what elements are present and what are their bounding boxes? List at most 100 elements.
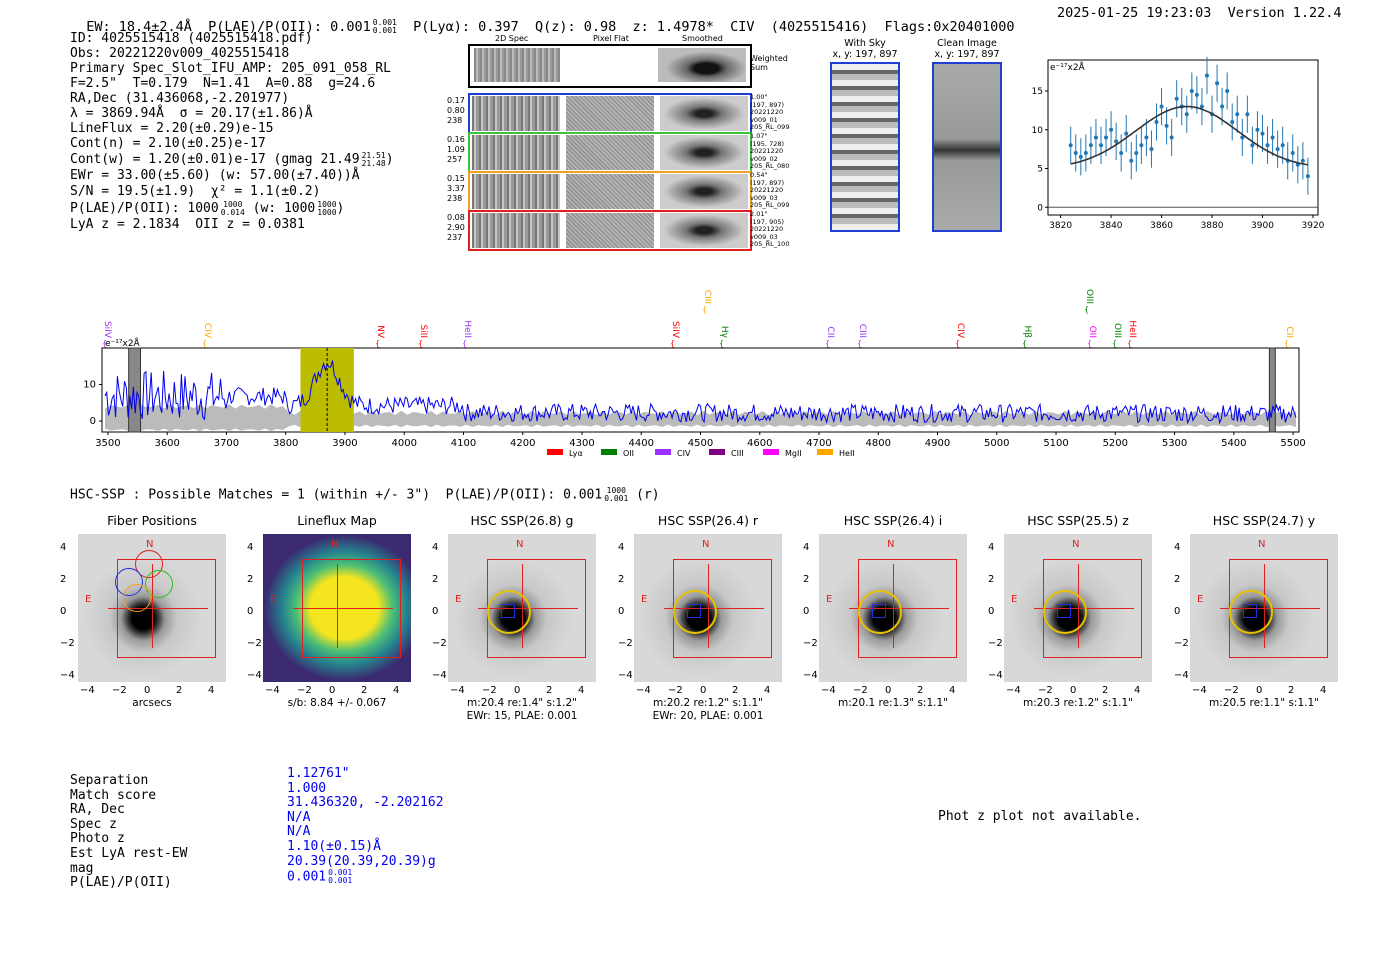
cutout-row-left-value: 0.17 bbox=[447, 96, 465, 105]
match-value: 20.39(20.39,20.39)g bbox=[287, 853, 436, 869]
hsc-ytick-label: −2 bbox=[432, 638, 447, 649]
cutout-row-right-labels: 1.00" (197, 897) 20221220 v009_01 205_RL_099 bbox=[750, 93, 789, 132]
cutout-row-right-value: 20221220 bbox=[750, 108, 784, 116]
cutout-row-right-value: v009_02 bbox=[750, 154, 778, 163]
spectral-line-label: SiIV bbox=[102, 321, 112, 339]
spectral-line-bracket: { bbox=[955, 339, 960, 348]
fit-axes: 3820 3840 3860 3880 3900 3920 0 5 10 15 bbox=[1032, 87, 1325, 231]
spectral-line-bracket: { bbox=[375, 339, 380, 348]
weighted-sum-cutout bbox=[468, 44, 752, 88]
spectrum-xtick-label: 4100 bbox=[451, 438, 476, 449]
info-plae-text: P(LAE)/P(OII): 1000 bbox=[70, 201, 219, 216]
fit-data-point bbox=[1139, 143, 1144, 148]
fit-data-point bbox=[1305, 174, 1310, 179]
cutout-row-left-value: 1.09 bbox=[447, 145, 465, 154]
hsc-xtick-label: −4 bbox=[450, 685, 465, 696]
fit-ytick-label: 5 bbox=[1037, 165, 1043, 175]
hsc-xtick-label: 0 bbox=[1070, 685, 1077, 696]
compass-n: N bbox=[1258, 539, 1266, 550]
cutout-row-right-labels: 0.54" (197, 897) 20221220 v009_03 205_RL_099 bbox=[750, 171, 789, 210]
fit-data-point bbox=[1225, 89, 1230, 93]
header-rest: P(Lyα): 0.397 Q(z): 0.98 z: 1.4978* CIV … bbox=[396, 19, 1015, 35]
fit-data-point bbox=[1169, 135, 1174, 140]
spectrum-xtick-label: 3800 bbox=[273, 438, 298, 449]
fit-data-point bbox=[1260, 131, 1265, 136]
hsc-xtick-label: −4 bbox=[1192, 685, 1207, 696]
cutout-row-right-value: (195, 728) bbox=[750, 139, 785, 148]
cutout-row-right-value: 205_RL_080 bbox=[750, 162, 790, 170]
header-summary: EW: 18.4±2.4Å P(LAE)/P(OII): 0.001 0.001 0… bbox=[70, 3, 1015, 36]
match-key: P(LAE)/P(OII) bbox=[70, 875, 172, 891]
spectrum-body bbox=[104, 347, 1297, 433]
fit-ytick-label: 0 bbox=[1037, 203, 1043, 213]
hsc-panel: HSC SSP(26.4) i N E −4 −4 −2 −2 0 0 2 2 4 4 m:20.1 re… bbox=[801, 512, 986, 727]
hsc-panel-caption: m:20.5 re:1.1" s:1.1" bbox=[1209, 697, 1319, 709]
info-plae-sup: 1000 bbox=[223, 199, 243, 209]
cutout-row-left-labels: 0.08 2.90 237 bbox=[447, 213, 465, 243]
hsc-xtick-label: 0 bbox=[885, 685, 892, 696]
hsc-panel-title: HSC SSP(26.8) g bbox=[470, 513, 574, 528]
hsc-ytick-label: 2 bbox=[618, 574, 625, 585]
legend-swatch bbox=[817, 449, 833, 455]
hsc-ytick-label: −2 bbox=[1174, 638, 1189, 649]
fit-data-point bbox=[1159, 104, 1164, 109]
hsc-ytick-label: 2 bbox=[432, 574, 439, 585]
spectral-line-bracket: { bbox=[825, 339, 830, 348]
spectral-line-bracket: { bbox=[1127, 339, 1132, 348]
source-box bbox=[687, 604, 701, 618]
spectrum-xtick-label: 4800 bbox=[866, 438, 891, 449]
match-key: RA, Dec bbox=[70, 802, 125, 818]
hsc-ytick-label: 0 bbox=[60, 606, 67, 617]
spectral-line-bracket: { bbox=[1022, 339, 1027, 348]
fit-data-point bbox=[1255, 127, 1260, 132]
match-plae-sub: 0.001 bbox=[328, 876, 353, 886]
spectral-cutouts: 2D Spec Pixel Flat Smoothed Weighted Sum … bbox=[445, 30, 790, 255]
hsc-xtick-label: 4 bbox=[578, 685, 585, 696]
col-label-smoothed: Smoothed bbox=[682, 34, 723, 43]
spectrum-xtick-label: 5500 bbox=[1280, 438, 1305, 449]
fit-data-point bbox=[1245, 112, 1250, 117]
match-value: 1.000 bbox=[287, 780, 327, 796]
info-sn: S/N = 19.5(±1.9) χ² = 1.1(±0.2) bbox=[70, 184, 321, 199]
hsc-panel-caption-2: EWr: 20, PLAE: 0.001 bbox=[652, 710, 764, 722]
spectral-line-label: Hγ bbox=[719, 326, 729, 339]
legend-swatch bbox=[709, 449, 725, 455]
cutout-row-right-value: v009_03 bbox=[750, 193, 778, 202]
hsc-xtick-label: −2 bbox=[853, 685, 868, 696]
clean-image-coords: x, y: 197, 897 bbox=[934, 49, 1000, 60]
spectrum-legend: Lyα OII CIV CIII MgII HeII bbox=[547, 449, 855, 458]
fit-data-point bbox=[1174, 96, 1179, 101]
hsc-ytick-label: −4 bbox=[988, 670, 1003, 681]
cutout-smoothed-image bbox=[660, 213, 748, 248]
hsc-panel: HSC SSP(26.8) g N E −4 −4 −2 −2 0 0 2 2 4 4 m:20.4 re… bbox=[430, 512, 615, 727]
fit-xtick-label: 3920 bbox=[1302, 221, 1325, 231]
cutout-2d-spec-image bbox=[472, 96, 560, 131]
crosshair-horizontal bbox=[108, 608, 208, 609]
match-value: 31.436320, -2.202162 bbox=[287, 795, 444, 811]
fit-ytick-label: 15 bbox=[1032, 87, 1043, 97]
hsc-ytick-label: 0 bbox=[432, 606, 439, 617]
compass-e: E bbox=[1011, 594, 1018, 605]
hsc-xtick-label: 0 bbox=[329, 685, 336, 696]
match-value-text: 0.001 bbox=[287, 869, 327, 885]
spectrum-xtick-label: 4200 bbox=[510, 438, 535, 449]
hsc-xtick-label: 2 bbox=[176, 685, 183, 696]
hsc-panel-caption: m:20.3 re:1.2" s:1.1" bbox=[1023, 697, 1133, 709]
cutout-row-right-value: 1.07" bbox=[750, 132, 768, 140]
hsc-xtick-label: −4 bbox=[821, 685, 836, 696]
source-ellipse bbox=[673, 590, 717, 634]
weighted-2d-image bbox=[474, 48, 560, 82]
hsc-heading: HSC-SSP : Possible Matches = 1 (within +… bbox=[70, 487, 660, 503]
compass-n: N bbox=[331, 539, 339, 550]
cutout-pixel-flat-image bbox=[566, 135, 654, 170]
spectrum-xtick-label: 4300 bbox=[569, 438, 594, 449]
hsc-ytick-label: −4 bbox=[247, 670, 262, 681]
fit-data-point bbox=[1109, 127, 1114, 132]
fit-data-point bbox=[1184, 112, 1189, 117]
compass-n: N bbox=[1072, 539, 1080, 550]
cutout-row-right-value: 2.01" bbox=[750, 210, 768, 218]
hsc-ytick-label: 2 bbox=[803, 574, 810, 585]
hsc-panel-title: HSC SSP(26.4) i bbox=[843, 513, 943, 528]
fit-data-point bbox=[1073, 151, 1078, 155]
